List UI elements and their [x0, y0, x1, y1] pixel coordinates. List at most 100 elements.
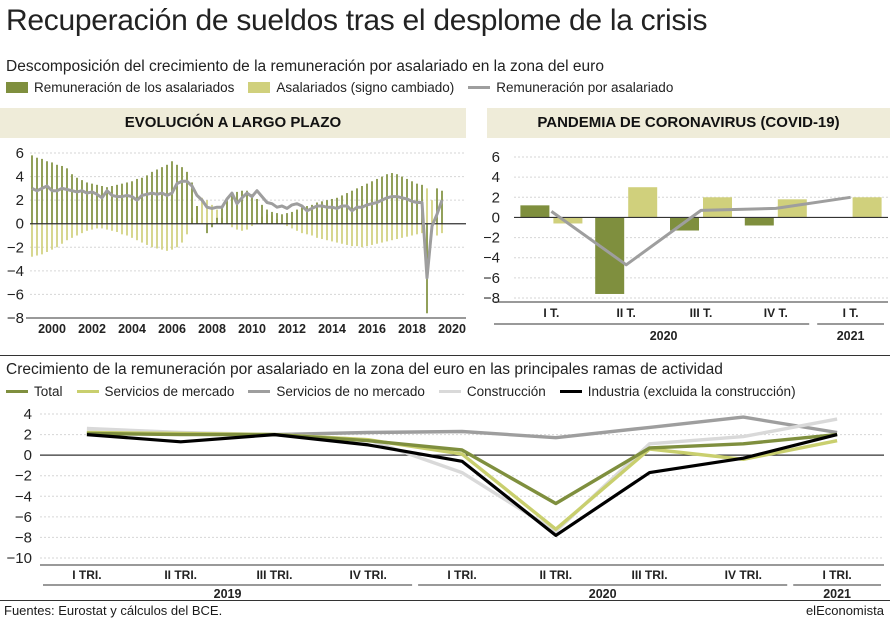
compensation-bar	[744, 217, 774, 226]
employees-bar	[216, 209, 218, 224]
employees-bar	[156, 223, 158, 249]
employees-bar	[316, 223, 318, 238]
employees-bar	[46, 223, 48, 252]
compensation-bar	[71, 174, 73, 224]
compensation-bar	[246, 190, 248, 224]
compensation-bar	[206, 223, 208, 234]
employees-bar	[341, 223, 343, 244]
y-tick-label: 4	[16, 169, 24, 186]
y-tick-label: −2	[15, 468, 32, 485]
employees-bar	[56, 223, 58, 248]
employees-bar	[161, 223, 163, 250]
legend-label: Servicios de no mercado	[276, 384, 425, 399]
y-tick-label: 4	[24, 406, 32, 423]
employees-bar	[306, 223, 308, 235]
employees-bar	[151, 223, 153, 248]
compensation-per-employee-line	[31, 179, 444, 280]
employees-bar	[181, 223, 183, 243]
legend-swatch	[438, 390, 461, 393]
legend-swatch	[248, 82, 271, 93]
compensation-bar	[520, 205, 550, 218]
year-group-label: 2019	[214, 587, 242, 600]
compensation-bar	[306, 206, 308, 224]
employees-bar	[336, 223, 338, 243]
legend-item-industria-excluida-la-construccion: Industria (excluida la construcción)	[559, 384, 796, 399]
compensation-bar	[271, 211, 273, 224]
y-tick-label: −10	[7, 550, 32, 567]
compensation-bar	[111, 186, 113, 224]
employees-bar	[186, 223, 188, 235]
employees-bar	[426, 188, 428, 224]
employees-bar	[416, 223, 418, 235]
compensation-bar	[331, 198, 333, 224]
employees-bar	[41, 223, 43, 255]
y-tick-label: −8	[484, 290, 500, 307]
employees-bar	[431, 200, 433, 224]
compensation-bar	[96, 184, 98, 224]
x-tick-label: I TRI.	[822, 568, 851, 582]
compensation-bar	[61, 165, 63, 224]
employees-bar	[553, 217, 583, 224]
compensation-bar	[351, 190, 353, 224]
employees-bar	[331, 223, 333, 242]
y-tick-label: 2	[492, 189, 500, 206]
employees-bar	[441, 223, 443, 234]
compensation-bar	[131, 181, 133, 224]
compensation-bar	[231, 194, 233, 224]
employees-bar	[376, 223, 378, 244]
x-tick-label: I TRI.	[72, 568, 101, 582]
compensation-bar	[595, 217, 625, 294]
section-divider	[0, 355, 890, 356]
employees-bar	[351, 223, 353, 247]
employees-bar	[91, 223, 93, 230]
employees-bar	[76, 223, 78, 236]
x-tick-label: IV TRI.	[725, 568, 762, 582]
employees-bar	[251, 223, 253, 227]
employees-bar	[371, 223, 373, 245]
employees-bar	[66, 223, 68, 241]
legend-label: Servicios de mercado	[104, 384, 235, 399]
compensation-bar	[281, 214, 283, 224]
employees-bar	[346, 223, 348, 245]
page-title: Recuperación de sueldos tras el desplome…	[6, 4, 708, 37]
employees-bar	[86, 223, 88, 231]
employees-bar	[206, 200, 208, 224]
compensation-bar	[56, 164, 58, 224]
employees-bar	[101, 223, 103, 229]
x-tick-label: 2004	[118, 322, 146, 336]
employees-bar	[326, 223, 328, 241]
footer-source: Fuentes: Eurostat y cálculos del BCE.	[4, 603, 223, 618]
compensation-per-employee-line	[550, 195, 851, 267]
compensation-bar	[176, 164, 178, 224]
compensation-bar	[221, 206, 223, 224]
employees-bar	[96, 223, 98, 229]
compensation-bar	[66, 168, 68, 224]
x-tick-label: 2014	[318, 322, 346, 336]
compensation-bar	[76, 177, 78, 224]
x-tick-label: III TRI.	[632, 568, 668, 582]
compensation-bar	[51, 162, 53, 224]
employees-bar	[356, 223, 358, 247]
compensation-bar	[346, 193, 348, 224]
x-tick-label: I T.	[843, 306, 859, 320]
legend-item-asalariados-signo-cambiado: Asalariados (signo cambiado)	[248, 80, 454, 95]
employees-bar	[436, 223, 438, 236]
employees-bar	[136, 223, 138, 241]
employees-bar	[246, 223, 248, 230]
left-banner: EVOLUCIÓN A LARGO PLAZO	[0, 108, 466, 138]
y-tick-label: 6	[16, 145, 24, 162]
legend-item-servicios-de-no-mercado: Servicios de no mercado	[248, 384, 425, 399]
compensation-bar	[321, 201, 323, 224]
compensation-bar	[256, 198, 258, 224]
series-line-servicios-de-mercado	[86, 430, 838, 531]
employees-bar	[361, 223, 363, 248]
compensation-bar	[141, 177, 143, 224]
x-tick-label: II T.	[617, 306, 636, 320]
x-tick-label: IV TRI.	[350, 568, 387, 582]
compensation-bar	[286, 213, 288, 224]
y-tick-label: 6	[492, 149, 500, 166]
compensation-bar	[311, 204, 313, 224]
legend-item-remuneracion-de-los-asalariados: Remuneración de los asalariados	[6, 80, 234, 95]
compensation-bar	[266, 209, 268, 224]
covid-chart: 6 4 2 0 −2 −4 −6 −8 I T. II T. III T. IV T. I T. 2020…	[484, 149, 888, 343]
